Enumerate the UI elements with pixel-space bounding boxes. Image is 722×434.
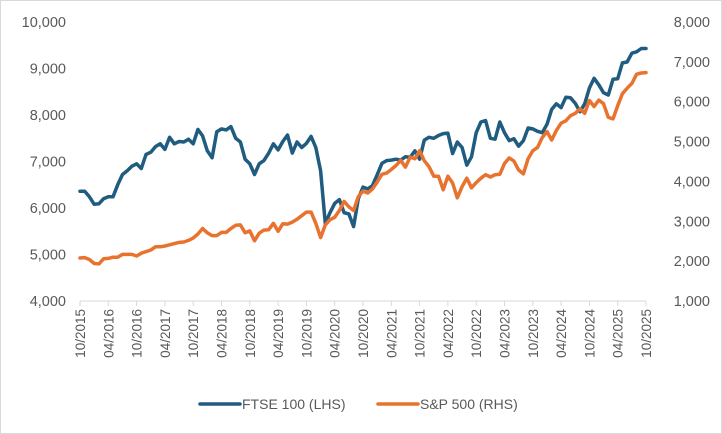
x-tick-label: 10/2022 — [469, 309, 484, 358]
x-tick-label: 10/2020 — [356, 309, 371, 358]
y-left-tick-label: 9,000 — [30, 62, 66, 78]
y-left-tick-label: 8,000 — [30, 108, 66, 124]
y-left-tick-label: 4,000 — [30, 294, 66, 310]
x-axis: 10/2015 04/2016 10/2016 04/2017 10/2017 04/20… — [73, 300, 654, 358]
y-right-tick-label: 6,000 — [674, 95, 710, 111]
x-tick-label: 10/2025 — [639, 309, 654, 358]
x-tick-label: 10/2018 — [243, 309, 258, 358]
x-tick-label: 04/2018 — [215, 309, 230, 358]
legend-label-sp-500: S&P 500 (RHS) — [420, 396, 518, 412]
y-left-tick-label: 5,000 — [30, 248, 66, 264]
y-right-tick-label: 5,000 — [674, 135, 710, 151]
x-tick-label: 10/2016 — [130, 309, 145, 358]
x-tick-label: 10/2023 — [526, 309, 541, 358]
series-line-sp-500 — [78, 70, 648, 266]
y-right-tick-label: 2,000 — [674, 254, 710, 270]
x-tick-label: 10/2024 — [582, 309, 597, 358]
x-tick-label: 10/2021 — [413, 309, 428, 358]
legend: FTSE 100 (LHS) S&P 500 (RHS) — [198, 396, 518, 412]
series-lines — [78, 46, 648, 266]
y-right-tick-label: 4,000 — [674, 174, 710, 190]
x-tick-label: 10/2015 — [73, 309, 88, 358]
x-tick-label: 04/2019 — [271, 309, 286, 358]
x-tick-label: 04/2021 — [384, 309, 399, 358]
y-left-tick-label: 7,000 — [30, 155, 66, 171]
y-axis-right: 1,000 2,000 3,000 4,000 5,000 6,000 7,000 8,000 — [674, 15, 710, 310]
series-line-ftse-100 — [78, 46, 648, 229]
legend-label-ftse-100: FTSE 100 (LHS) — [242, 396, 345, 412]
y-right-tick-label: 1,000 — [674, 294, 710, 310]
y-right-tick-label: 7,000 — [674, 55, 710, 71]
y-left-tick-label: 10,000 — [22, 15, 66, 31]
x-tick-label: 04/2024 — [554, 309, 569, 358]
x-tick-label: 10/2019 — [299, 309, 314, 358]
y-right-tick-label: 3,000 — [674, 214, 710, 230]
x-tick-label: 04/2022 — [441, 309, 456, 358]
x-tick-label: 04/2020 — [328, 309, 343, 358]
x-tick-label: 04/2017 — [158, 309, 173, 358]
y-right-tick-label: 8,000 — [674, 15, 710, 31]
x-tick-label: 04/2025 — [611, 309, 626, 358]
x-tick-label: 04/2016 — [101, 309, 116, 358]
x-tick-label: 04/2023 — [498, 309, 513, 358]
x-tick-label: 10/2017 — [186, 309, 201, 358]
y-left-tick-label: 6,000 — [30, 201, 66, 217]
y-axis-left: 4,000 5,000 6,000 7,000 8,000 9,000 10,000 — [22, 15, 66, 310]
